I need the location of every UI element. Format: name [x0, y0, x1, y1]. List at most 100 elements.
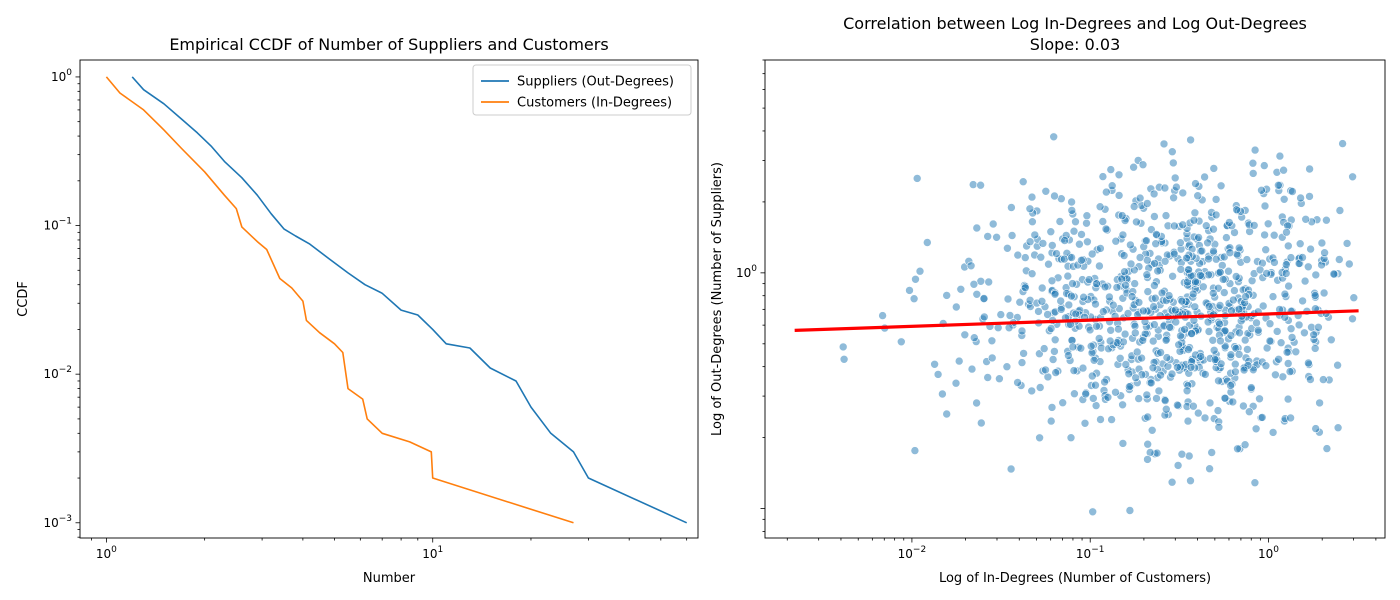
correlation-scatter-point [909, 294, 919, 304]
correlation-scatter-point [1091, 299, 1100, 309]
correlation-scatter-point [1216, 181, 1226, 191]
correlation-scatter-point [933, 370, 943, 379]
correlation-scatter-point [1209, 224, 1218, 234]
correlation-scatter-point [1013, 378, 1022, 387]
correlation-scatter-point [1060, 254, 1069, 264]
correlation-scatter-point [1314, 322, 1323, 332]
correlation-scatter-point [1345, 259, 1354, 269]
correlation-scatter-point [979, 294, 989, 303]
correlation-scatter-point [942, 291, 952, 300]
correlation-scatter-point [1149, 189, 1159, 199]
correlation-scatter-point [1130, 279, 1139, 288]
ccdf-y-tick-label: 10−1 [43, 217, 72, 233]
correlation-scatter-point [1087, 249, 1097, 259]
correlation-scatter-point [1098, 172, 1108, 181]
correlation-scatter-point [838, 342, 848, 352]
correlation-scatter-point [1230, 286, 1239, 295]
correlation-scatter-point [1189, 216, 1199, 225]
correlation-scatter-point [922, 238, 932, 247]
correlation-scatter-point [1106, 165, 1116, 174]
correlation-scatter-point [1252, 318, 1261, 328]
correlation-scatter-point [1268, 292, 1278, 301]
correlation-scatter-point [1286, 413, 1295, 423]
correlation-y-axis-label: Log of Out-Degrees (Number of Suppliers) [710, 162, 725, 436]
correlation-scatter-point [1048, 355, 1058, 364]
correlation-scatter-point [1154, 386, 1164, 396]
correlation-scatter-point [1055, 217, 1065, 226]
correlation-scatter-point [1143, 287, 1153, 296]
correlation-scatter-point [1149, 302, 1158, 311]
correlation-scatter-point [1294, 320, 1304, 330]
correlation-scatter-point [1084, 275, 1094, 284]
correlation-scatter-point [972, 289, 982, 299]
correlation-scatter-point [1162, 353, 1172, 362]
correlation-scatter-point [1319, 375, 1328, 384]
correlation-scatter-point [1305, 164, 1314, 174]
correlation-scatter-point [1214, 376, 1223, 386]
correlation-scatter-point [1265, 336, 1275, 346]
correlation-scatter-point [1170, 221, 1179, 231]
correlation-scatter-point [1047, 276, 1057, 286]
correlation-scatter-point [1287, 333, 1297, 342]
correlation-scatter-point [1035, 433, 1044, 443]
correlation-scatter-point [1119, 251, 1129, 260]
correlation-scatter-point [1056, 305, 1066, 314]
correlation-scatter-point [1081, 389, 1090, 399]
correlation-scatter-point [1300, 328, 1309, 338]
correlation-scatter-point [1300, 276, 1310, 286]
correlation-scatter-point [1342, 239, 1352, 248]
correlation-scatter-point [1205, 398, 1215, 408]
correlation-scatter-point [1251, 424, 1261, 434]
correlation-scatter-point [1338, 139, 1347, 148]
correlation-scatter-point [1335, 255, 1344, 264]
correlation-scatter-point [1129, 202, 1139, 211]
correlation-scatter-point [1100, 282, 1110, 292]
correlation-scatter-point [1274, 181, 1283, 190]
correlation-scatter-point [1083, 237, 1092, 247]
correlation-scatter-point [1220, 288, 1229, 297]
correlation-scatter-point [976, 180, 985, 190]
correlation-scatter-point [1239, 365, 1249, 375]
correlation-scatter-point [1106, 325, 1115, 335]
correlation-scatter-point [1079, 292, 1088, 302]
correlation-scatter-point [1018, 177, 1028, 186]
correlation-scatter-point [1207, 448, 1216, 457]
correlation-scatter-point [1248, 158, 1258, 168]
correlation-scatter-point [1146, 378, 1156, 388]
correlation-scatter-point [983, 232, 993, 241]
correlation-scatter-point [1030, 230, 1040, 240]
correlation-scatter-point [1288, 187, 1297, 196]
correlation-scatter-point [1088, 371, 1097, 381]
correlation-x-axis-label: Log of In-Degrees (Number of Customers) [939, 571, 1211, 586]
correlation-scatter-point [1281, 269, 1291, 278]
correlation-scatter-point [1066, 433, 1076, 443]
correlation-scatter-point [1047, 403, 1057, 412]
correlation-scatter-point [1296, 193, 1305, 203]
correlation-scatter-point [1209, 164, 1219, 173]
correlation-scatter-point [1234, 243, 1244, 253]
correlation-scatter-point [1327, 335, 1336, 345]
correlation-scatter-point [1249, 221, 1259, 230]
correlation-scatter-point [1274, 354, 1283, 364]
correlation-scatter-point [1099, 307, 1108, 316]
correlation-scatter-point [1003, 294, 1013, 304]
ccdf-legend: Suppliers (Out-Degrees) Customers (In-Deg… [472, 64, 692, 116]
correlation-scatter-point [1120, 267, 1129, 277]
correlation-scatter-point [1165, 322, 1174, 332]
correlation-scatter-point [1125, 506, 1135, 515]
correlation-scatter-point [1310, 291, 1320, 300]
correlation-scatter-point [1190, 302, 1200, 312]
correlation-scatter-point [878, 311, 887, 320]
correlation-scatter-point [1283, 394, 1293, 404]
correlation-scatter-point [1103, 392, 1113, 402]
correlation-scatter-point [839, 354, 849, 364]
correlation-scatter-point [1129, 162, 1138, 172]
correlation-scatter-point [1279, 195, 1289, 204]
correlation-scatter-point [1077, 255, 1086, 265]
correlation-scatter-point [1189, 401, 1198, 411]
correlation-scatter-point [1151, 293, 1160, 303]
correlation-scatter-point [1143, 439, 1152, 449]
correlation-scatter-point [1063, 271, 1073, 281]
correlation-scatter-point [1225, 218, 1234, 227]
correlation-scatter-point [1051, 368, 1060, 377]
